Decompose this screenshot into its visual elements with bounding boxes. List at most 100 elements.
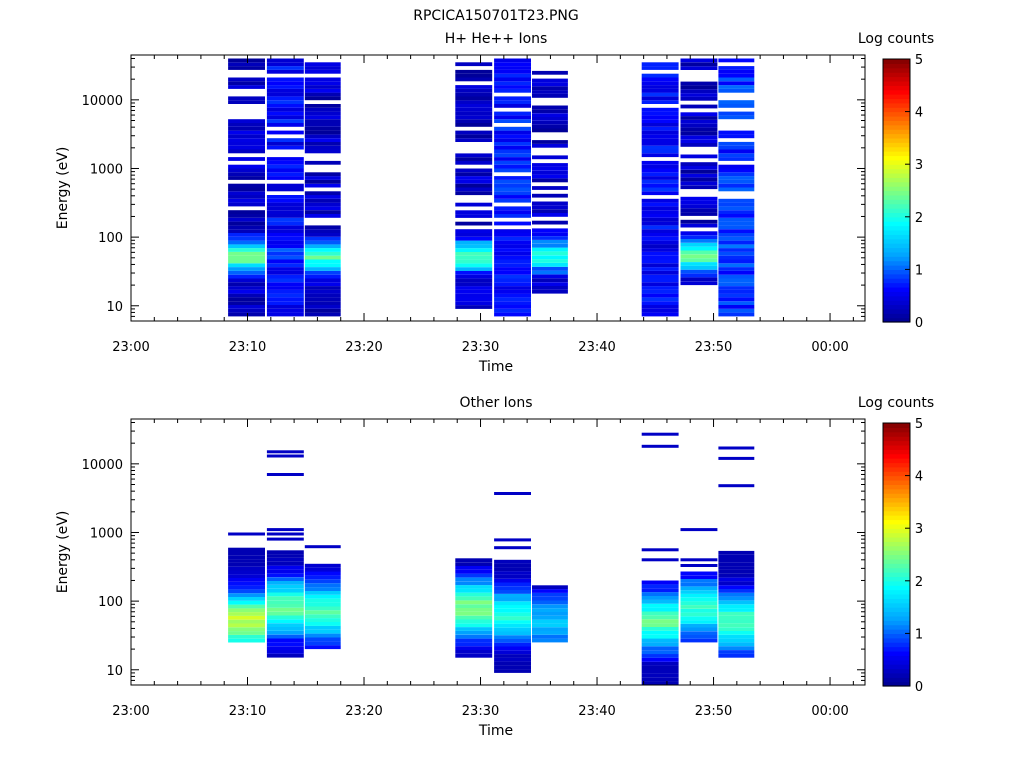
heatmap-cell [494,255,531,260]
heatmap-cell [494,605,531,609]
heatmap-cell [266,573,304,578]
heatmap-cell [228,289,265,294]
colorbar-segment [883,164,910,170]
heatmap-cell [304,259,341,264]
heatmap-cell [532,634,568,639]
heatmap-cell [228,308,265,313]
colorbar-segment [883,488,910,494]
heatmap-cell [532,113,568,117]
heatmap-cell [304,172,341,177]
heatmap-cell [494,642,531,647]
heatmap-cell [641,259,679,264]
heatmap-cell [494,282,531,287]
heatmap-cell [266,653,304,658]
colorbar-segment [883,124,910,130]
heatmap-cell [680,571,718,576]
heatmap-cell [680,579,718,583]
colorbar-segment [883,199,910,205]
heatmap-cell [228,600,265,605]
heatmap-cell [680,96,718,101]
heatmap-cell [455,160,493,165]
heatmap-cell [532,604,568,609]
heatmap-cell [304,263,341,268]
heatmap-cell [494,263,531,268]
heatmap-cell [228,597,265,601]
heatmap-cell [228,191,265,196]
colorbar-segment [883,585,910,591]
heatmap-cell [455,558,493,563]
heatmap-cell [455,642,493,647]
heatmap-cell [718,274,755,279]
heatmap-cell [641,73,679,78]
heatmap-cell [304,293,341,298]
heatmap-cell [532,263,568,267]
heatmap-cell [680,558,718,562]
heatmap-cell [641,626,679,631]
heatmap-cell [641,677,679,682]
heatmap-cell [494,73,531,78]
heatmap-cell [266,160,304,165]
colorbar-segment [883,462,910,468]
heatmap-cell [228,581,265,586]
heatmap-cell [455,100,493,104]
heatmap-cell [680,250,718,255]
heatmap-cell [304,255,341,260]
y-tick-label: 10 [106,664,123,679]
heatmap-cell [455,172,493,177]
heatmap-cell [304,195,341,199]
heatmap-cell [266,233,304,237]
heatmap-cell [680,173,718,178]
heatmap-cell [455,282,493,287]
heatmap-cell [455,263,493,268]
heatmap-cell [680,104,718,109]
heatmap-cell [641,153,679,158]
heatmap-cell [494,492,531,495]
heatmap-cell [455,119,493,123]
colorbar-segment [883,137,910,143]
heatmap-cell [494,210,531,214]
heatmap-cell [266,274,304,279]
colorbar-segment [883,76,910,82]
heatmap-cell [228,612,265,616]
heatmap-cell [718,115,755,120]
heatmap-cell [641,642,679,647]
colorbar-segment [883,194,910,200]
heatmap-cell [455,107,493,112]
heatmap-cell [532,155,568,160]
heatmap-cell [494,179,531,184]
heatmap-cell [641,312,679,317]
colorbar-segment [883,216,910,222]
heatmap-cell [266,604,304,608]
colorbar-segment [883,668,910,674]
heatmap-cell [266,183,304,188]
colorbar-segment [883,260,910,266]
colorbar-segment [883,506,910,512]
heatmap-cell [266,581,304,585]
heatmap-cell [266,650,304,654]
heatmap-cell [532,166,568,171]
heatmap-cell [718,600,755,605]
heatmap-cell [532,589,568,593]
heatmap-cell [680,208,718,213]
heatmap-cell [266,107,304,112]
heatmap-cell [680,242,718,247]
heatmap-cell [304,88,341,93]
colorbar-segment [883,225,910,231]
heatmap-cell [680,575,718,579]
heatmap-cell [680,177,718,182]
heatmap-cell [718,270,755,275]
heatmap-cell [718,77,755,82]
heatmap-cell [266,263,304,268]
heatmap-cell [304,633,341,638]
colorbar-segment [883,111,910,117]
heatmap-cell [718,187,755,192]
heatmap-cell [532,239,568,244]
heatmap-cell [641,236,679,241]
heatmap-cell [228,229,265,233]
heatmap-cell [494,286,531,290]
heatmap-cell [304,575,341,580]
heatmap-cell [718,130,755,135]
heatmap-cell [494,77,531,82]
heatmap-cell [266,221,304,226]
heatmap-cell [641,661,679,666]
